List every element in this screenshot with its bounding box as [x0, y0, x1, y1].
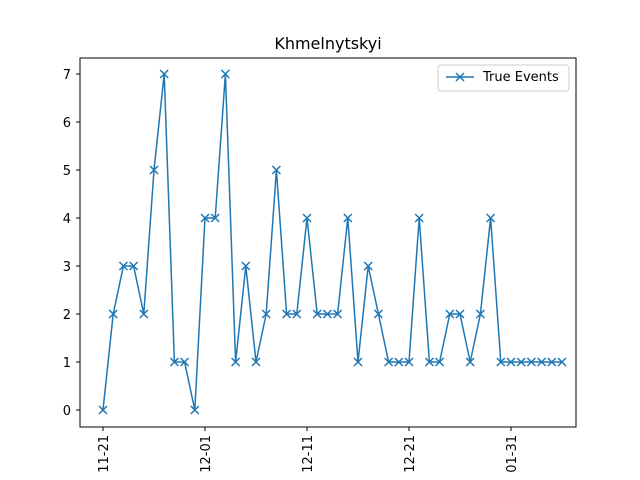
data-point	[486, 213, 496, 223]
x-tick-label: 12-21	[403, 435, 418, 473]
x-tick-label: 11-21	[97, 435, 112, 473]
data-point	[190, 405, 200, 415]
data-point	[322, 309, 332, 319]
data-point	[282, 309, 292, 319]
plot-area	[80, 58, 576, 427]
x-tick-label: 12-11	[301, 435, 316, 473]
data-point	[394, 357, 404, 367]
data-point	[424, 357, 434, 367]
data-point	[557, 357, 567, 367]
y-tick-label: 6	[63, 116, 71, 131]
y-tick-label: 0	[63, 404, 71, 419]
data-point	[547, 357, 557, 367]
data-point	[210, 213, 220, 223]
data-point	[455, 309, 465, 319]
x-tick-label: 12-01	[199, 435, 214, 473]
data-point	[516, 357, 526, 367]
legend: True Events	[437, 64, 570, 92]
x-tick-label: 01-31	[505, 435, 520, 473]
series-line-true-events	[102, 73, 562, 411]
data-point	[241, 261, 251, 271]
data-point	[118, 261, 128, 271]
data-point	[414, 213, 424, 223]
data-point	[139, 309, 149, 319]
data-point	[220, 69, 230, 79]
legend-box	[437, 64, 570, 92]
data-point	[149, 165, 159, 175]
y-tick-label: 1	[63, 356, 71, 371]
data-point	[343, 213, 353, 223]
data-point	[271, 165, 281, 175]
data-point	[445, 309, 455, 319]
data-point	[169, 357, 179, 367]
data-point	[180, 357, 190, 367]
y-axis: 0 1 2 3 4 5 6 7	[63, 68, 80, 419]
data-point	[200, 213, 210, 223]
data-point	[292, 309, 302, 319]
data-point	[108, 309, 118, 319]
data-point	[537, 357, 547, 367]
data-point	[526, 357, 536, 367]
y-tick-label: 7	[63, 68, 71, 83]
legend-label: True Events	[482, 70, 559, 85]
chart-title: Khmelnytskyi	[274, 34, 381, 53]
data-point	[98, 405, 108, 415]
series-layer	[98, 69, 567, 415]
data-point	[251, 357, 261, 367]
data-point	[312, 309, 322, 319]
data-point	[231, 357, 241, 367]
plot-frame	[79, 57, 577, 428]
data-point	[496, 357, 506, 367]
y-tick-label: 4	[63, 212, 71, 227]
y-tick-label: 2	[63, 308, 71, 323]
data-point	[353, 357, 363, 367]
data-point	[373, 309, 383, 319]
data-point	[159, 69, 169, 79]
data-point	[435, 357, 445, 367]
data-point	[465, 357, 475, 367]
y-tick-label: 5	[63, 164, 71, 179]
data-point	[129, 261, 139, 271]
data-point	[506, 357, 516, 367]
data-point	[261, 309, 271, 319]
data-point	[475, 309, 485, 319]
data-point	[363, 261, 373, 271]
data-point	[302, 213, 312, 223]
legend-marker	[455, 72, 465, 82]
data-point	[404, 357, 414, 367]
data-point	[384, 357, 394, 367]
x-axis: 11-21 12-01 12-11 12-21 01-31	[97, 427, 520, 473]
y-tick-label: 3	[63, 260, 71, 275]
data-point	[333, 309, 343, 319]
